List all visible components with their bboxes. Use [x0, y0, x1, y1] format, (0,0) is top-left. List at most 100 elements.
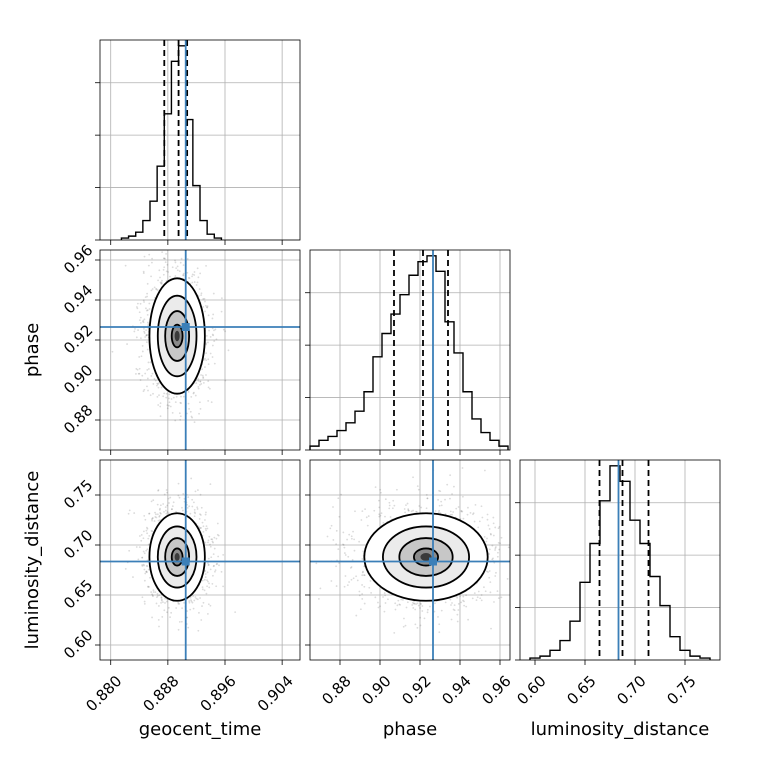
panel-frame	[99, 249, 301, 451]
sample-point	[135, 336, 138, 339]
sample-point	[155, 288, 157, 290]
sample-point	[222, 553, 225, 556]
sample-point	[412, 476, 414, 479]
sample-point	[361, 510, 364, 513]
sample-point	[433, 610, 436, 613]
sample-point	[189, 608, 192, 611]
sample-point	[491, 558, 494, 561]
sample-point	[163, 392, 166, 395]
sample-point	[207, 386, 210, 389]
sample-point	[163, 493, 166, 496]
sample-point	[352, 530, 354, 533]
histogram-geocent_time	[120, 45, 223, 240]
x-tick-label: 0.60	[513, 672, 549, 708]
sample-point	[203, 578, 206, 581]
sample-point	[203, 297, 206, 300]
sample-point	[197, 379, 200, 382]
sample-point	[148, 535, 151, 537]
sample-point	[150, 591, 153, 593]
sample-point	[403, 508, 406, 510]
x-tick-label: 0.94	[438, 672, 474, 708]
sample-point	[391, 507, 394, 510]
sample-point	[143, 318, 146, 321]
sample-point	[151, 616, 153, 619]
sample-point	[380, 512, 383, 515]
sample-point	[146, 377, 149, 380]
sample-point	[349, 567, 352, 569]
sample-point	[332, 506, 334, 508]
sample-point	[152, 591, 155, 593]
sample-point	[141, 556, 144, 559]
sample-point	[460, 510, 463, 513]
sample-point	[496, 555, 499, 558]
sample-point	[153, 378, 156, 380]
sample-point	[166, 404, 169, 407]
x-tick-label: 0.880	[82, 672, 125, 715]
sample-point	[150, 289, 153, 292]
sample-point	[473, 520, 476, 523]
sample-point	[141, 564, 143, 566]
sample-point	[404, 511, 407, 514]
truth-marker	[181, 323, 190, 331]
sample-point	[205, 359, 208, 362]
contour-line	[170, 547, 184, 567]
sample-point	[168, 512, 170, 515]
sample-point	[208, 586, 211, 589]
sample-point	[167, 606, 170, 609]
sample-point	[487, 524, 490, 527]
sample-point	[145, 570, 148, 573]
sample-point	[171, 505, 174, 508]
sample-point	[138, 546, 141, 549]
sample-point	[172, 501, 175, 504]
sample-point	[518, 543, 520, 545]
sample-point	[410, 510, 413, 513]
sample-point	[182, 274, 185, 277]
sample-point	[362, 550, 365, 553]
sample-point	[136, 307, 139, 310]
sample-point	[211, 317, 214, 320]
sample-point	[165, 252, 167, 255]
sample-point	[361, 584, 363, 586]
sample-point	[158, 594, 161, 597]
sample-point	[199, 380, 202, 383]
sample-point	[200, 527, 203, 529]
sample-point	[143, 552, 146, 555]
sample-point	[419, 616, 422, 619]
y-tick-label: 0.70	[60, 526, 96, 562]
sample-point	[179, 261, 182, 264]
sample-point	[485, 540, 488, 543]
sample-point	[193, 391, 195, 394]
sample-point	[157, 489, 160, 491]
sample-point	[181, 506, 183, 509]
sample-point	[466, 513, 469, 516]
sample-point	[486, 537, 488, 540]
sample-point	[160, 281, 163, 284]
sample-point	[151, 372, 154, 375]
sample-point	[146, 321, 149, 324]
sample-point	[201, 368, 204, 371]
sample-point	[492, 534, 495, 537]
sample-point	[142, 272, 145, 274]
sample-point	[167, 271, 170, 273]
sample-point	[177, 482, 180, 485]
sample-point	[138, 372, 141, 375]
sample-point	[199, 272, 202, 275]
sample-point	[419, 602, 422, 605]
sample-point	[358, 590, 361, 593]
x-tick-label: 0.70	[613, 672, 649, 708]
sample-point	[143, 530, 145, 533]
sample-point	[181, 607, 183, 610]
sample-point	[207, 564, 210, 566]
sample-point	[157, 605, 160, 607]
sample-point	[186, 506, 189, 509]
sample-point	[361, 593, 364, 595]
sample-point	[179, 401, 182, 404]
sample-point	[140, 534, 143, 536]
sample-point	[143, 579, 146, 582]
sample-point	[148, 512, 151, 515]
sample-point	[158, 515, 161, 518]
sample-point	[434, 602, 436, 605]
sample-point	[142, 321, 145, 324]
sample-point	[342, 544, 345, 546]
sample-point	[154, 511, 156, 514]
